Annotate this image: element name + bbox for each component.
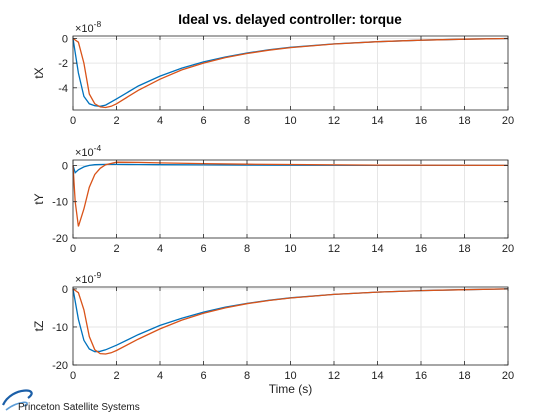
x-tick-label: 12 [328, 115, 340, 127]
y-tick-label: -20 [52, 233, 68, 245]
y-tick-label: 0 [62, 160, 68, 172]
x-tick-label: 14 [371, 115, 383, 127]
x-tick-label: 8 [244, 243, 250, 255]
x-tick-label: 2 [113, 370, 119, 382]
x-tick-label: 18 [458, 243, 470, 255]
exponent-label: ×10-4 [75, 143, 102, 159]
x-axis-label: Time (s) [269, 382, 313, 396]
subplot-tX: 0 2 4 6 8 10 12 14 16 18 20 0 -2 -4 ×10-8 tX [32, 19, 514, 127]
exponent-power: -4 [94, 143, 102, 153]
x-tick-label: 4 [157, 115, 163, 127]
y-tick-label: -20 [52, 360, 68, 372]
x-tick-label: 6 [200, 115, 206, 127]
y-axis-label: tZ [32, 321, 46, 332]
x-tick-label: 10 [284, 115, 296, 127]
exponent-power: -9 [94, 270, 102, 280]
x-tick-label: 10 [284, 243, 296, 255]
y-tick-label: -10 [52, 197, 68, 209]
series-line-2 [72, 161, 509, 227]
x-tick-label: 12 [328, 243, 340, 255]
y-axis-label: tY [32, 193, 46, 204]
y-tick-label: -10 [52, 322, 68, 334]
x-tick-label: 2 [113, 115, 119, 127]
logo-text: Princeton Satellite Systems [18, 402, 140, 413]
x-tick-label: 8 [244, 370, 250, 382]
x-tick-label: 0 [70, 243, 76, 255]
x-tick-label: 16 [415, 370, 427, 382]
subplot-tY: 0 2 4 6 8 10 12 14 16 18 20 0 -10 -20 ×10-4 tY [32, 143, 514, 255]
x-tick-label: 2 [113, 243, 119, 255]
x-tick-label: 8 [244, 115, 250, 127]
exponent-label: ×10-8 [75, 19, 102, 35]
series-line-2 [72, 288, 509, 355]
y-axis-label: tX [32, 67, 46, 78]
y-tick-label: -4 [58, 83, 68, 95]
x-tick-label: 16 [415, 115, 427, 127]
series-line-2 [72, 37, 509, 109]
x-tick-label: 12 [328, 370, 340, 382]
y-tick-label: 0 [62, 284, 68, 296]
x-tick-label: 0 [70, 115, 76, 127]
y-tick-label: 0 [62, 33, 68, 45]
x-tick-label: 6 [200, 243, 206, 255]
x-tick-label: 10 [284, 370, 296, 382]
x-tick-label: 20 [502, 115, 514, 127]
x-tick-label: 16 [415, 243, 427, 255]
x-tick-label: 18 [458, 115, 470, 127]
exponent-power: -8 [94, 19, 102, 29]
y-tick-label: -2 [58, 58, 68, 70]
x-tick-label: 20 [502, 243, 514, 255]
x-tick-label: 14 [371, 243, 383, 255]
subplot-tZ: 0 2 4 6 8 10 12 14 16 18 20 0 -10 -20 ×10-9 tZ Time (s) [32, 270, 514, 396]
x-tick-label: 0 [70, 370, 76, 382]
x-tick-label: 18 [458, 370, 470, 382]
x-tick-label: 6 [200, 370, 206, 382]
figure-title: Ideal vs. delayed controller: torque [178, 12, 402, 27]
x-tick-label: 4 [157, 243, 163, 255]
x-tick-label: 20 [502, 370, 514, 382]
exponent-label: ×10-9 [75, 270, 102, 286]
x-tick-label: 4 [157, 370, 163, 382]
x-tick-label: 14 [371, 370, 383, 382]
series-line-1 [72, 163, 509, 174]
pss-logo: Princeton Satellite Systems [2, 389, 140, 413]
